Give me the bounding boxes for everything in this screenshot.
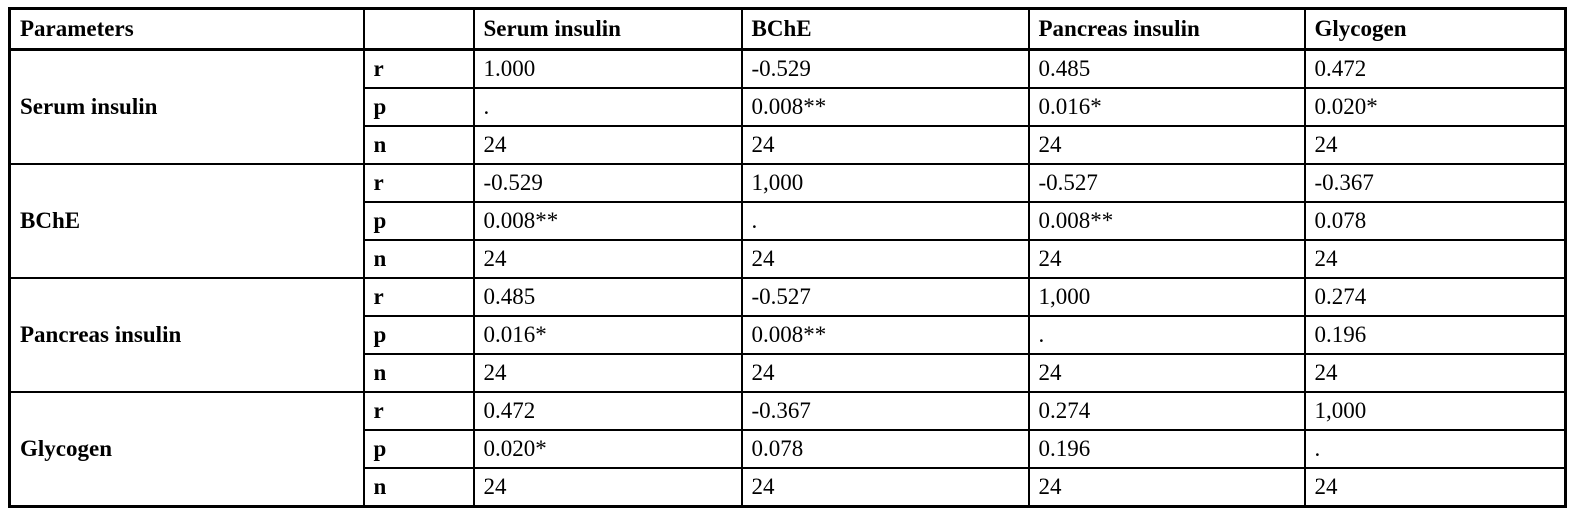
table-row: n 24 24 24 24 (10, 125, 1567, 165)
cell-value: 0.008** (740, 87, 1030, 127)
header-pancreas-insulin: Pancreas insulin (1027, 7, 1306, 51)
cell-value: 24 (1303, 239, 1567, 279)
row-group-label-glycogen: Glycogen (8, 391, 365, 508)
cell-value: 24 (740, 467, 1030, 508)
cell-value: 24 (1303, 467, 1567, 508)
stat-label-n: n (362, 353, 475, 393)
cell-value: . (472, 87, 743, 127)
table-row: BChE r -0.529 1,000 -0.527 -0.367 (8, 163, 1567, 279)
cell-value: 24 (1027, 125, 1306, 165)
cell-value: 0.274 (1027, 391, 1306, 431)
cell-value: 24 (1027, 353, 1306, 393)
header-parameters: Parameters (8, 7, 365, 51)
stat-label-r: r (362, 48, 475, 89)
cell-value: 24 (740, 239, 1030, 279)
cell-value: 24 (472, 467, 743, 508)
row-group-label-serum-insulin: Serum insulin (8, 48, 365, 165)
cell-value: 24 (472, 353, 743, 393)
cell-value: . (740, 201, 1030, 241)
cell-value: 1,000 (1303, 391, 1567, 431)
stat-label-p: p (362, 315, 475, 355)
cell-value: 1,000 (740, 163, 1030, 203)
cell-value: 24 (740, 353, 1030, 393)
cell-value: 0.078 (740, 429, 1030, 469)
table-row: p . 0.008** 0.016* 0.020* (10, 87, 1567, 127)
cell-value: -0.367 (1303, 163, 1567, 203)
cell-value: 24 (472, 125, 743, 165)
cell-value: 0.196 (1027, 429, 1306, 469)
cell-value: -0.527 (1027, 163, 1306, 203)
cell-value: 24 (1027, 239, 1306, 279)
cell-value: 24 (1303, 125, 1567, 165)
table-row: Serum insulin r 1.000 -0.529 0.485 0.472 (8, 48, 1567, 165)
cell-value: -0.367 (740, 391, 1030, 431)
cell-value: 0.196 (1303, 315, 1567, 355)
table-row: Pancreas insulin r 0.485 -0.527 1,000 0.… (8, 277, 1567, 393)
cell-value: 1,000 (1027, 277, 1306, 317)
correlation-table: Parameters Serum insulin BChE Pancreas i… (8, 7, 1567, 508)
cell-value: 0.472 (472, 391, 743, 431)
cell-value: 0.016* (472, 315, 743, 355)
cell-value: 0.472 (1303, 48, 1567, 89)
cell-value: . (1027, 315, 1306, 355)
cell-value: 24 (1303, 353, 1567, 393)
row-group-label-bche: BChE (8, 163, 365, 279)
cell-value: 0.274 (1303, 277, 1567, 317)
stat-label-n: n (362, 467, 475, 508)
header-bche: BChE (740, 7, 1030, 51)
table-row: p 0.008** . 0.008** 0.078 (10, 201, 1567, 241)
table-row: n 24 24 24 24 (10, 353, 1567, 393)
table-row: p 0.016* 0.008** . 0.196 (10, 315, 1567, 355)
stat-label-p: p (362, 429, 475, 469)
stat-label-r: r (362, 163, 475, 203)
cell-value: 0.008** (472, 201, 743, 241)
stat-label-p: p (362, 201, 475, 241)
stat-label-n: n (362, 239, 475, 279)
cell-value: -0.529 (472, 163, 743, 203)
table-row: n 24 24 24 24 (10, 239, 1567, 279)
cell-value: 24 (472, 239, 743, 279)
stat-label-r: r (362, 391, 475, 431)
table-row: p 0.020* 0.078 0.196 . (10, 429, 1567, 469)
row-group-label-pancreas-insulin: Pancreas insulin (8, 277, 365, 393)
table-row: Glycogen r 0.472 -0.367 0.274 1,000 (8, 391, 1567, 508)
header-row: Parameters Serum insulin BChE Pancreas i… (8, 7, 1567, 51)
header-serum-insulin: Serum insulin (472, 7, 743, 51)
cell-value: -0.529 (740, 48, 1030, 89)
cell-value: 24 (740, 125, 1030, 165)
cell-value: . (1303, 429, 1567, 469)
cell-value: 0.008** (1027, 201, 1306, 241)
stat-label-p: p (362, 87, 475, 127)
cell-value: -0.527 (740, 277, 1030, 317)
cell-value: 0.078 (1303, 201, 1567, 241)
cell-value: 0.008** (740, 315, 1030, 355)
cell-value: 0.020* (1303, 87, 1567, 127)
cell-value: 1.000 (472, 48, 743, 89)
stat-label-r: r (362, 277, 475, 317)
cell-value: 24 (1027, 467, 1306, 508)
header-glycogen: Glycogen (1303, 7, 1567, 51)
cell-value: 0.020* (472, 429, 743, 469)
cell-value: 0.016* (1027, 87, 1306, 127)
cell-value: 0.485 (472, 277, 743, 317)
header-stat-empty (362, 7, 475, 51)
stat-label-n: n (362, 125, 475, 165)
cell-value: 0.485 (1027, 48, 1306, 89)
